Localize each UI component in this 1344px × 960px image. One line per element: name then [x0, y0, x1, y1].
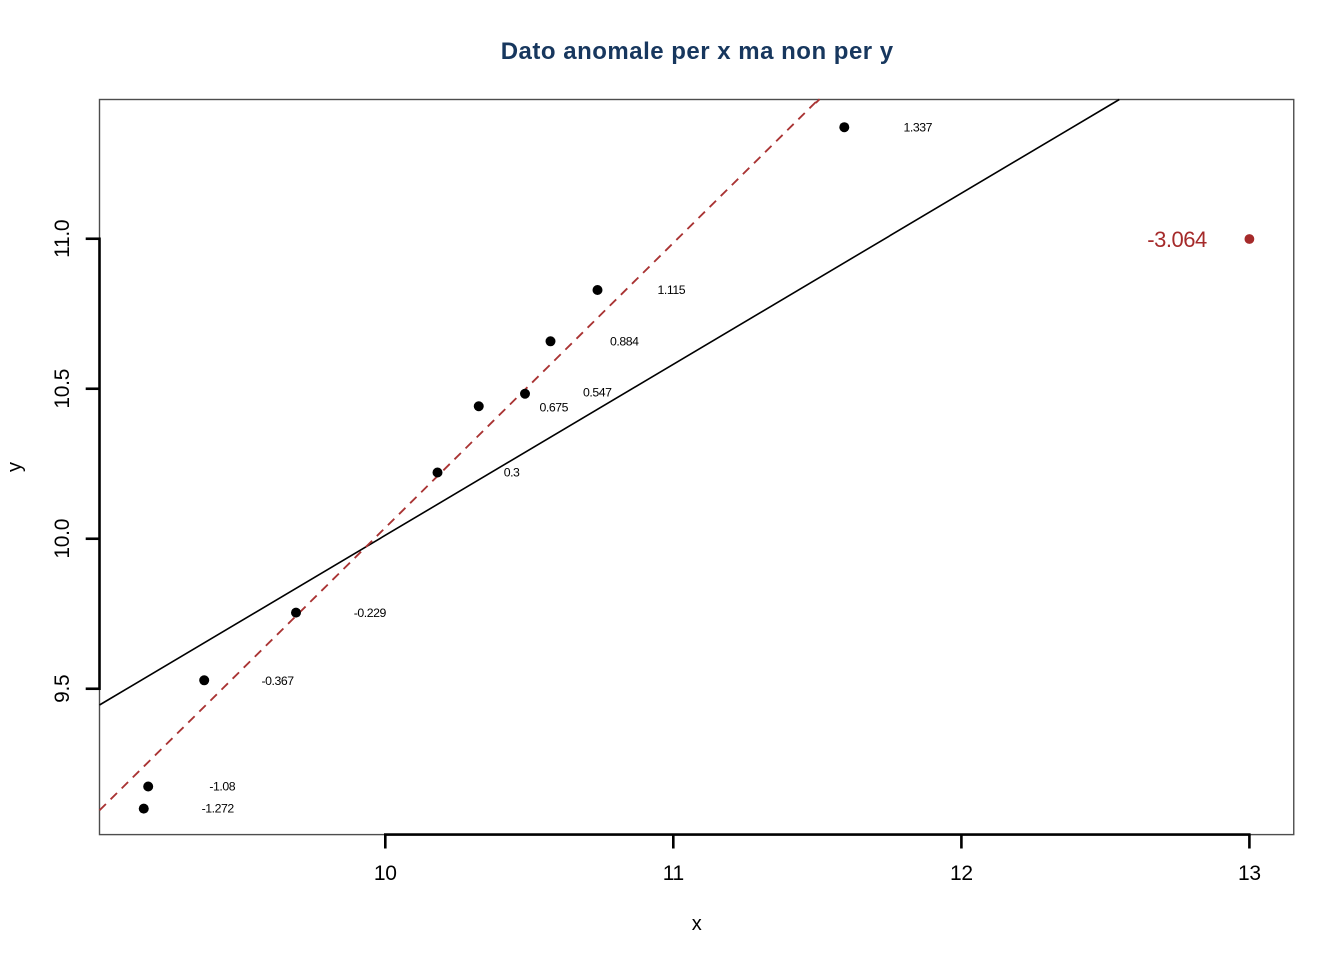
svg-text:11.0: 11.0: [51, 220, 74, 258]
svg-text:-1.272: -1.272: [202, 802, 235, 816]
svg-text:1.115: 1.115: [658, 283, 686, 297]
svg-text:10.5: 10.5: [51, 369, 74, 409]
svg-text:0.3: 0.3: [504, 466, 520, 480]
svg-text:11: 11: [663, 862, 684, 885]
svg-text:-1.08: -1.08: [209, 780, 235, 794]
svg-text:-0.367: -0.367: [262, 674, 295, 688]
svg-text:0.675: 0.675: [540, 401, 569, 415]
svg-text:13: 13: [1238, 862, 1261, 885]
svg-text:10.0: 10.0: [51, 519, 74, 559]
svg-text:9.5: 9.5: [51, 675, 74, 703]
svg-text:10: 10: [374, 862, 397, 885]
svg-text:0.547: 0.547: [583, 386, 612, 400]
svg-text:0.884: 0.884: [610, 335, 639, 349]
svg-text:-3.064: -3.064: [1147, 227, 1207, 252]
svg-text:1.337: 1.337: [904, 120, 933, 134]
svg-text:y: y: [4, 462, 26, 472]
svg-text:Dato anomale per x ma non per: Dato anomale per x ma non per y: [501, 38, 894, 65]
svg-text:-0.229: -0.229: [354, 606, 387, 620]
svg-text:12: 12: [950, 862, 973, 885]
svg-text:x: x: [692, 913, 702, 935]
